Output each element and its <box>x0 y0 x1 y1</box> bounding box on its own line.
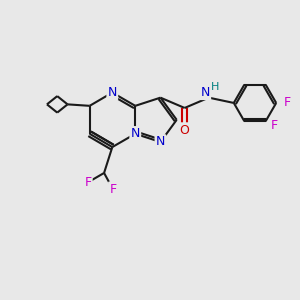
Text: F: F <box>284 96 291 110</box>
Text: H: H <box>211 82 219 92</box>
Text: F: F <box>109 183 116 196</box>
Text: F: F <box>271 119 278 132</box>
Text: O: O <box>180 124 190 136</box>
Text: N: N <box>156 136 165 148</box>
Text: F: F <box>84 176 92 189</box>
Text: N: N <box>200 86 210 99</box>
Text: N: N <box>108 86 117 99</box>
Text: N: N <box>130 127 140 140</box>
